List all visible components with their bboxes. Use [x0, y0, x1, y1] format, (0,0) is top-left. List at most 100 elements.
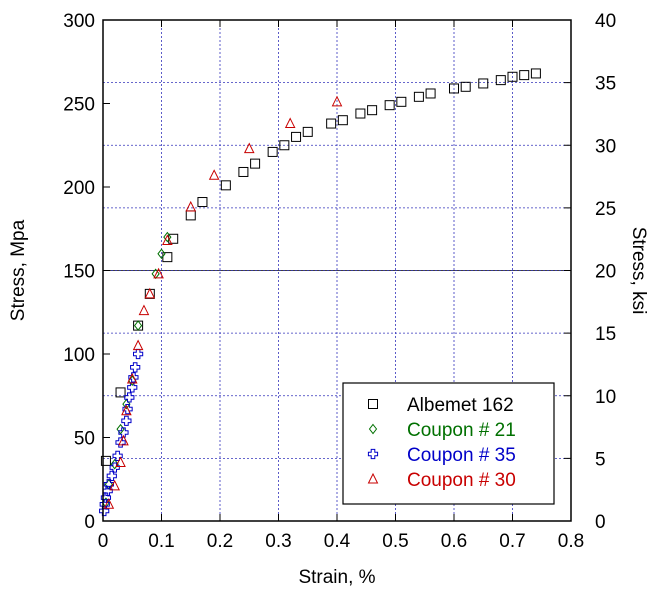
data-point	[396, 96, 407, 107]
x-tick-label: 0.4	[324, 531, 351, 552]
data-point	[507, 71, 518, 82]
data-point	[118, 427, 129, 438]
x-tick-label: 0.8	[558, 531, 584, 552]
x-tick-label: 0.7	[499, 531, 525, 552]
data-point	[109, 479, 121, 491]
x-tick-label: 0.3	[265, 531, 291, 552]
legend-marker	[367, 472, 379, 484]
y-tick-label: 0	[84, 512, 95, 533]
y-tick-label: 250	[63, 95, 95, 116]
data-point	[153, 267, 164, 279]
data-point	[103, 498, 115, 509]
data-point	[106, 470, 117, 482]
data-point	[197, 197, 208, 208]
data-point	[243, 142, 255, 154]
data-point	[138, 304, 150, 316]
data-point	[127, 382, 138, 393]
data-point	[124, 392, 135, 403]
data-point	[115, 456, 126, 468]
y-tick-label: 100	[63, 345, 95, 366]
y-tick-label: 50	[74, 429, 95, 450]
data-point	[100, 455, 111, 466]
legend-box	[342, 382, 555, 505]
legend-label: Coupon # 35	[407, 445, 516, 466]
data-point	[115, 387, 126, 398]
y2-tick-label: 5	[595, 449, 606, 470]
x-tick-label: 0.5	[382, 531, 408, 552]
data-point	[331, 95, 343, 107]
y2-tick-label: 35	[595, 74, 616, 95]
legend-label: Coupon # 21	[407, 420, 516, 441]
x-tick-label: 0	[98, 531, 109, 552]
data-point	[157, 248, 166, 260]
data-point	[162, 252, 173, 263]
data-point	[116, 423, 125, 435]
data-point	[425, 88, 436, 99]
legend-marker	[368, 423, 378, 435]
y2-tick-label: 30	[595, 136, 616, 157]
data-point	[384, 100, 395, 111]
data-point	[121, 415, 132, 426]
legend-label: Coupon # 30	[407, 470, 516, 491]
data-point	[122, 404, 133, 415]
y-axis-label: Stress, Mpa	[8, 219, 29, 321]
legend-marker	[367, 448, 379, 460]
data-point	[220, 180, 231, 191]
data-point	[144, 288, 155, 299]
y2-tick-label: 40	[595, 11, 616, 32]
data-point	[115, 437, 126, 448]
y2-tick-label: 25	[595, 199, 616, 220]
data-point	[326, 118, 337, 129]
data-point	[413, 91, 424, 102]
data-point	[185, 200, 197, 212]
x-tick-label: 0.2	[207, 531, 233, 552]
data-point	[144, 287, 156, 299]
series-3	[103, 95, 343, 509]
data-point	[519, 70, 530, 81]
data-point	[121, 404, 132, 416]
data-point	[530, 68, 541, 79]
data-point	[367, 105, 378, 116]
data-point	[122, 398, 131, 410]
data-point	[133, 348, 144, 360]
x-axis-label: Strain, %	[298, 567, 375, 588]
data-point	[208, 169, 220, 180]
y2-tick-label: 0	[595, 512, 606, 533]
data-point	[126, 372, 138, 384]
y2-tick-label: 15	[595, 324, 616, 345]
data-point	[449, 83, 459, 94]
data-point	[238, 166, 249, 177]
y2-axis-label: Stress, ksi	[628, 227, 649, 315]
x-tick-label: 0.1	[148, 531, 174, 552]
data-point	[250, 158, 261, 169]
y2-tick-label: 20	[595, 262, 616, 283]
data-point	[460, 81, 471, 92]
data-point	[128, 375, 137, 387]
y2-tick-label: 10	[595, 387, 616, 408]
data-point	[279, 140, 290, 151]
data-point	[133, 320, 143, 331]
data-point	[128, 372, 139, 383]
y-tick-label: 300	[63, 11, 95, 32]
data-point	[337, 115, 348, 126]
data-points	[99, 68, 541, 517]
data-point	[495, 75, 506, 86]
data-point	[478, 78, 489, 89]
data-point	[267, 146, 278, 157]
legend-label: Albemet 162	[407, 395, 514, 416]
x-tick-label: 0.6	[441, 531, 467, 552]
data-point	[302, 126, 313, 137]
data-point	[130, 362, 141, 373]
data-point	[132, 339, 144, 351]
data-point	[163, 231, 172, 243]
y-tick-label: 150	[63, 262, 95, 283]
axis-ticks: 0 0.1 0.2 0.3 0.4 0.5 0.6 0.7 0.8050100150200250…	[63, 11, 616, 552]
data-point	[185, 210, 196, 221]
legend: Albemet 162 Coupon # 21 Coupon # 35 Coupon …	[342, 382, 555, 505]
data-point	[284, 117, 296, 129]
data-point	[355, 108, 366, 119]
data-point	[162, 234, 173, 245]
data-point	[110, 458, 119, 470]
data-point	[118, 434, 129, 446]
